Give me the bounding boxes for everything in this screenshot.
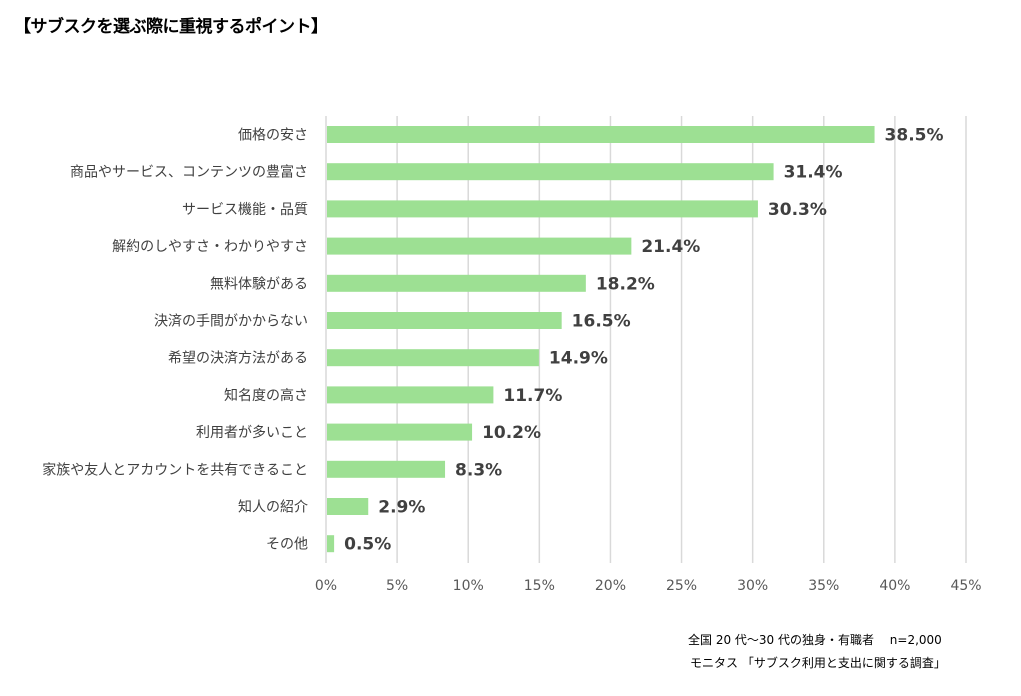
value-label: 10.2%: [482, 423, 541, 443]
bar: [327, 274, 586, 292]
category-label: サービス機能・品質: [182, 202, 308, 218]
value-label: 38.5%: [885, 126, 944, 146]
x-tick-label: 25%: [666, 578, 697, 594]
value-label: 11.7%: [503, 386, 562, 406]
sample-note: 全国 20 代～30 代の独身・有職者 n=2,000: [688, 633, 942, 647]
bar: [327, 237, 632, 255]
x-tick-labels: 0% 5% 10% 15% 20% 25% 30% 35% 40% 45%: [315, 578, 982, 594]
bars: [327, 126, 875, 553]
x-tick-label: 0%: [315, 578, 337, 594]
bar: [327, 126, 875, 143]
bar: [327, 312, 562, 329]
value-label: 0.5%: [344, 535, 391, 555]
category-label: 商品やサービス、コンテンツの豊富さ: [70, 164, 308, 181]
category-label: 希望の決済方法がある: [168, 351, 308, 367]
bar: [327, 423, 473, 441]
x-tick-label: 40%: [879, 578, 910, 594]
value-label: 18.2%: [596, 274, 655, 294]
x-tick-label: 20%: [595, 578, 626, 594]
x-tick-label: 35%: [808, 578, 839, 594]
x-tick-label: 5%: [386, 578, 408, 594]
category-label: 解約のしやすさ・わかりやすさ: [112, 239, 308, 255]
category-label: 決済の手間がかからない: [154, 314, 308, 330]
bar: [327, 386, 494, 404]
value-label: 21.4%: [641, 237, 700, 257]
x-tick-label: 15%: [524, 578, 555, 594]
category-label: 利用者が多いこと: [196, 424, 308, 441]
bar: [327, 200, 758, 218]
category-label: 知人の紹介: [238, 499, 308, 516]
category-label: 価格の安さ: [238, 128, 308, 144]
value-label: 16.5%: [572, 312, 631, 332]
value-labels: 38.5% 31.4% 30.3% 21.4% 18.2% 16.5% 14.9% 11.7%…: [344, 126, 943, 555]
value-label: 30.3%: [768, 200, 827, 220]
category-label: その他: [266, 537, 308, 553]
source-note: モニタス 「サブスク利用と支出に関する調査」: [690, 656, 946, 670]
x-tick-label: 30%: [737, 578, 768, 594]
category-labels: 価格の安さ商品やサービス、コンテンツの豊富さサービス機能・品質解約のしやすさ・わ…: [42, 128, 308, 553]
category-label: 知名度の高さ: [224, 387, 308, 404]
bar: [327, 498, 369, 515]
value-label: 8.3%: [455, 460, 502, 480]
bar: [327, 349, 539, 367]
x-tick-label: 45%: [950, 578, 981, 594]
value-label: 31.4%: [784, 163, 843, 183]
x-tick-label: 10%: [453, 578, 484, 594]
gridlines: [325, 116, 967, 563]
bar: [327, 163, 774, 181]
bar: [327, 535, 335, 553]
category-label: 無料体験がある: [210, 276, 308, 292]
value-label: 14.9%: [549, 349, 608, 369]
value-label: 2.9%: [378, 498, 425, 518]
category-label: 家族や友人とアカウントを共有できること: [42, 461, 308, 478]
chart-title: 【サブスクを選ぶ際に重視するポイント】: [14, 17, 328, 37]
bar: [327, 460, 446, 478]
